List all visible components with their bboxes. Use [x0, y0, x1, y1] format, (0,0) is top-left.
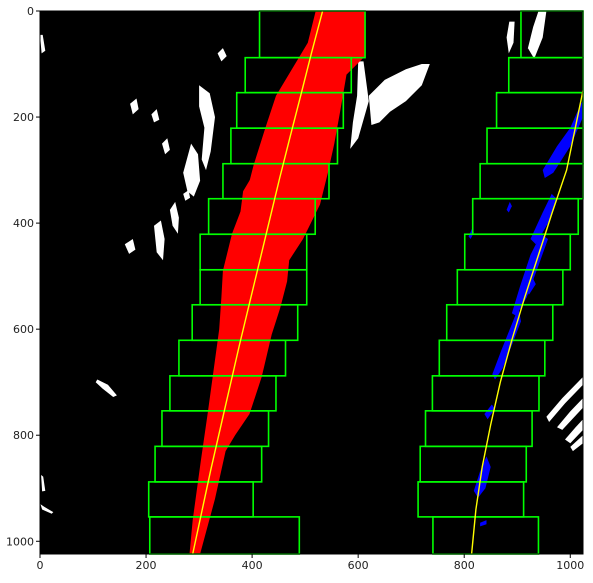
right-lane-pixel-region	[530, 193, 557, 245]
y-tick-label: 0	[27, 5, 34, 18]
other-pixel-region	[546, 376, 583, 422]
x-tick-label: 0	[37, 559, 44, 572]
left-lane-pixel-region	[233, 178, 258, 237]
left-lane-pixel-region	[189, 11, 366, 554]
other-pixel-region	[40, 504, 54, 514]
x-tick-label: 400	[242, 559, 263, 572]
y-tick-label: 800	[13, 429, 34, 442]
other-pixel-region	[527, 11, 547, 59]
right-lane-pixel-region	[542, 101, 583, 178]
right-lane-pixel-region	[492, 308, 521, 380]
other-pixel-region	[368, 64, 430, 125]
left-lane-pixels-layer	[189, 11, 366, 554]
other-pixel-region	[95, 379, 117, 397]
other-pixel-region	[154, 220, 165, 261]
y-tick-label: 1000	[6, 535, 34, 548]
right-lane-pixel-region	[484, 404, 495, 420]
other-pixel-region	[162, 138, 170, 155]
other-pixel-region	[570, 435, 583, 452]
other-pixel-region	[565, 419, 583, 444]
plot-frame	[39, 10, 584, 555]
right-lane-pixel-region	[506, 201, 512, 213]
other-pixel-region	[40, 34, 46, 54]
other-pixel-region	[350, 61, 369, 149]
other-pixel-region	[557, 398, 583, 430]
fit-lines-layer	[192, 10, 584, 555]
x-tick-label: 600	[348, 559, 369, 572]
right-lane-pixel-region	[473, 456, 491, 498]
y-tick-label: 200	[13, 111, 34, 124]
y-axis: 0 200 400 600 800 1000	[6, 5, 40, 548]
other-pixel-region	[124, 239, 136, 254]
right-fit-line	[470, 90, 584, 555]
other-pixel-region	[151, 109, 160, 123]
right-lane-pixel-region	[526, 278, 536, 295]
other-pixel-region	[183, 143, 201, 197]
other-pixel-region	[130, 98, 139, 115]
left-fit-line	[192, 10, 324, 555]
left-lane-pixel-region	[262, 186, 273, 218]
x-axis: 0 200 400 600 800 1000	[37, 554, 584, 572]
y-tick-label: 400	[13, 217, 34, 230]
other-pixel-region	[41, 475, 46, 492]
other-pixel-region	[199, 85, 215, 171]
x-tick-label: 200	[136, 559, 157, 572]
right-lane-pixel-region	[480, 520, 487, 527]
y-tick-label: 600	[13, 323, 34, 336]
x-tick-label: 800	[454, 559, 475, 572]
x-tick-label: 1000	[556, 559, 584, 572]
other-pixel-region	[169, 201, 179, 234]
other-pixel-region	[217, 48, 227, 62]
other-pixel-region	[506, 21, 515, 54]
other-pixel-region	[183, 190, 191, 201]
